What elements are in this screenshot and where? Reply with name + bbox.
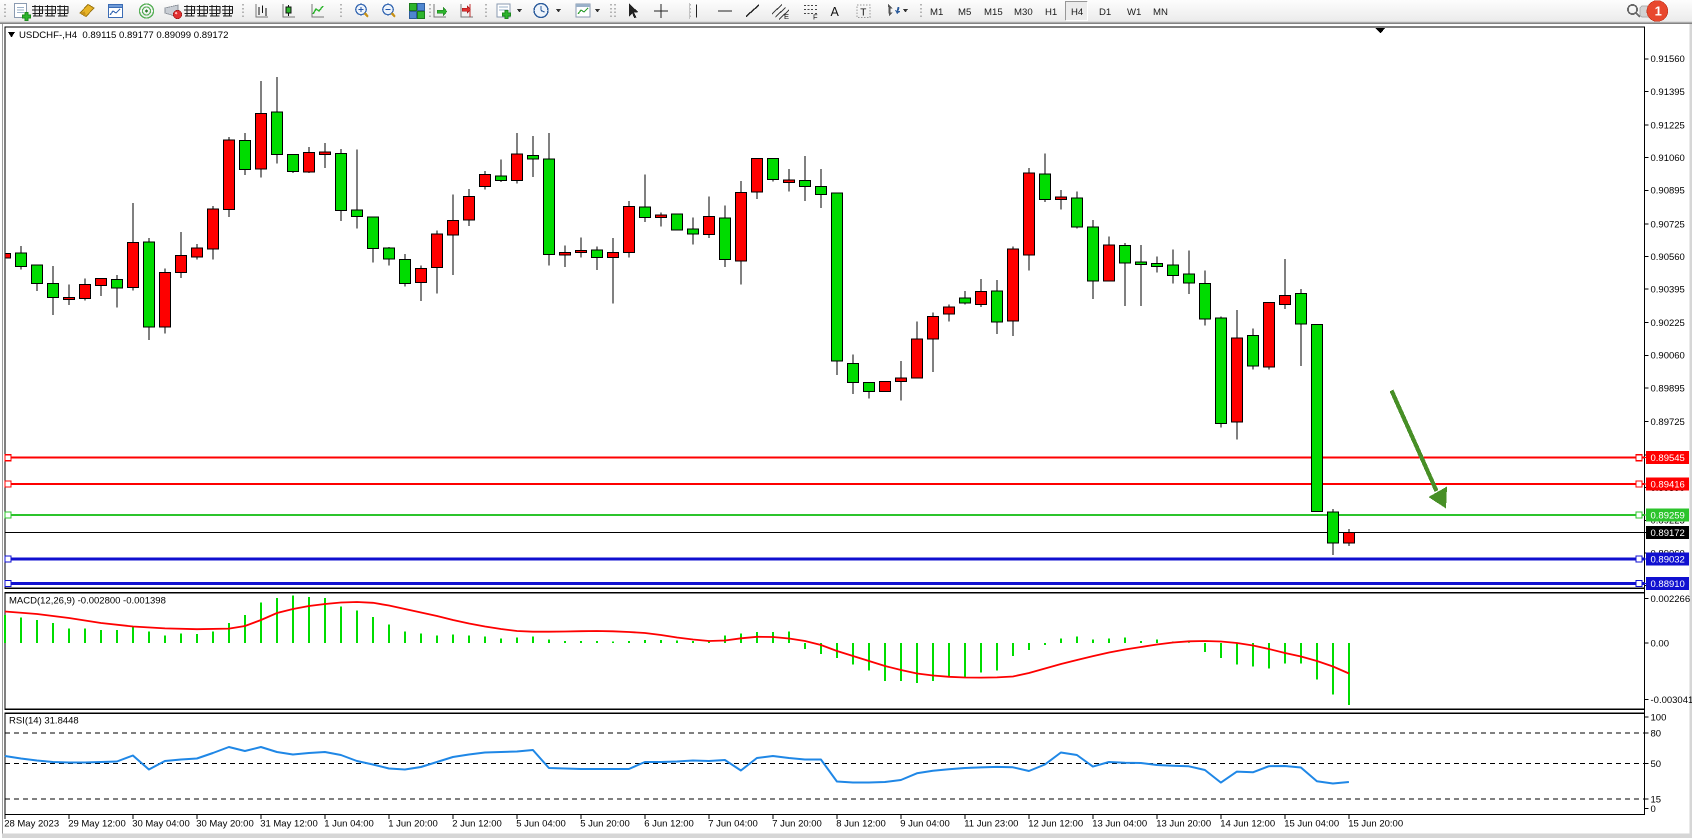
svg-text:M1: M1 bbox=[930, 7, 943, 18]
svg-text:0.90060: 0.90060 bbox=[1651, 351, 1685, 362]
svg-text:H1: H1 bbox=[1045, 7, 1057, 18]
svg-text:M30: M30 bbox=[1014, 7, 1033, 18]
svg-text:T: T bbox=[860, 8, 866, 19]
svg-text:0.88910: 0.88910 bbox=[1651, 579, 1685, 590]
svg-text:30 May 04:00: 30 May 04:00 bbox=[132, 819, 190, 830]
svg-text:0.90895: 0.90895 bbox=[1651, 186, 1685, 197]
svg-text:0.90225: 0.90225 bbox=[1651, 318, 1685, 329]
svg-text:H4: H4 bbox=[1071, 7, 1084, 18]
svg-text:5 Jun 20:00: 5 Jun 20:00 bbox=[580, 819, 630, 830]
svg-text:-0.003041: -0.003041 bbox=[1651, 695, 1692, 706]
svg-text:0.89725: 0.89725 bbox=[1651, 417, 1685, 428]
svg-text:28 May 2023: 28 May 2023 bbox=[4, 819, 59, 830]
svg-text:0.89259: 0.89259 bbox=[1651, 510, 1685, 521]
svg-text:0.90395: 0.90395 bbox=[1651, 285, 1685, 296]
svg-text:0.91225: 0.91225 bbox=[1651, 121, 1685, 132]
svg-text:30 May 20:00: 30 May 20:00 bbox=[196, 819, 254, 830]
svg-text:MACD(12,26,9) -0.002800 -0.001: MACD(12,26,9) -0.002800 -0.001398 bbox=[9, 596, 166, 607]
svg-text:A: A bbox=[831, 5, 840, 19]
svg-text:E: E bbox=[784, 12, 789, 21]
svg-text:0.89545: 0.89545 bbox=[1651, 453, 1685, 464]
svg-text:0.91060: 0.91060 bbox=[1651, 153, 1685, 164]
svg-text:0.91560: 0.91560 bbox=[1651, 54, 1685, 65]
svg-text:0.00: 0.00 bbox=[1651, 639, 1670, 650]
svg-text:13 Jun 04:00: 13 Jun 04:00 bbox=[1092, 819, 1147, 830]
svg-text:1: 1 bbox=[1655, 4, 1662, 19]
svg-text:13 Jun 20:00: 13 Jun 20:00 bbox=[1156, 819, 1211, 830]
svg-text:0.89895: 0.89895 bbox=[1651, 383, 1685, 394]
svg-text:1 Jun 20:00: 1 Jun 20:00 bbox=[388, 819, 438, 830]
svg-text:7 Jun 20:00: 7 Jun 20:00 bbox=[772, 819, 822, 830]
svg-text:15 Jun 20:00: 15 Jun 20:00 bbox=[1348, 819, 1403, 830]
svg-text:8 Jun 12:00: 8 Jun 12:00 bbox=[836, 819, 886, 830]
svg-text:29 May 12:00: 29 May 12:00 bbox=[68, 819, 126, 830]
svg-text:0.90560: 0.90560 bbox=[1651, 252, 1685, 263]
svg-text:15: 15 bbox=[1651, 795, 1662, 806]
svg-text:0.89172: 0.89172 bbox=[1651, 528, 1685, 539]
svg-text:0.91395: 0.91395 bbox=[1651, 87, 1685, 98]
svg-text:1 Jun 04:00: 1 Jun 04:00 bbox=[324, 819, 374, 830]
svg-text:RSI(14) 31.8448: RSI(14) 31.8448 bbox=[9, 716, 79, 727]
svg-text:F: F bbox=[813, 13, 818, 22]
svg-text:0.002266: 0.002266 bbox=[1651, 594, 1691, 605]
svg-text:6 Jun 12:00: 6 Jun 12:00 bbox=[644, 819, 694, 830]
svg-text:0.90725: 0.90725 bbox=[1651, 219, 1685, 230]
svg-text:D1: D1 bbox=[1099, 7, 1111, 18]
svg-text:50: 50 bbox=[1651, 759, 1662, 770]
svg-text:9 Jun 04:00: 9 Jun 04:00 bbox=[900, 819, 950, 830]
svg-text:5 Jun 04:00: 5 Jun 04:00 bbox=[516, 819, 566, 830]
svg-text:31 May 12:00: 31 May 12:00 bbox=[260, 819, 318, 830]
svg-text:15 Jun 04:00: 15 Jun 04:00 bbox=[1284, 819, 1339, 830]
svg-text:M15: M15 bbox=[984, 7, 1003, 18]
svg-text:14 Jun 12:00: 14 Jun 12:00 bbox=[1220, 819, 1275, 830]
svg-text:USDCHF-,H4 0.89115 0.89177 0.: USDCHF-,H4 0.89115 0.89177 0.89099 0.891… bbox=[19, 30, 228, 41]
svg-text:7 Jun 04:00: 7 Jun 04:00 bbox=[708, 819, 758, 830]
svg-text:80: 80 bbox=[1651, 728, 1662, 739]
svg-text:11 Jun 23:00: 11 Jun 23:00 bbox=[964, 819, 1018, 830]
svg-text:0.89032: 0.89032 bbox=[1651, 554, 1685, 565]
svg-text:2 Jun 12:00: 2 Jun 12:00 bbox=[452, 819, 502, 830]
svg-text:W1: W1 bbox=[1127, 7, 1141, 18]
svg-text:0.89416: 0.89416 bbox=[1651, 479, 1685, 490]
svg-text:M5: M5 bbox=[958, 7, 971, 18]
svg-text:12 Jun 12:00: 12 Jun 12:00 bbox=[1028, 819, 1083, 830]
svg-text:100: 100 bbox=[1651, 712, 1667, 723]
svg-text:MN: MN bbox=[1153, 7, 1168, 18]
svg-text:0: 0 bbox=[1651, 804, 1656, 815]
